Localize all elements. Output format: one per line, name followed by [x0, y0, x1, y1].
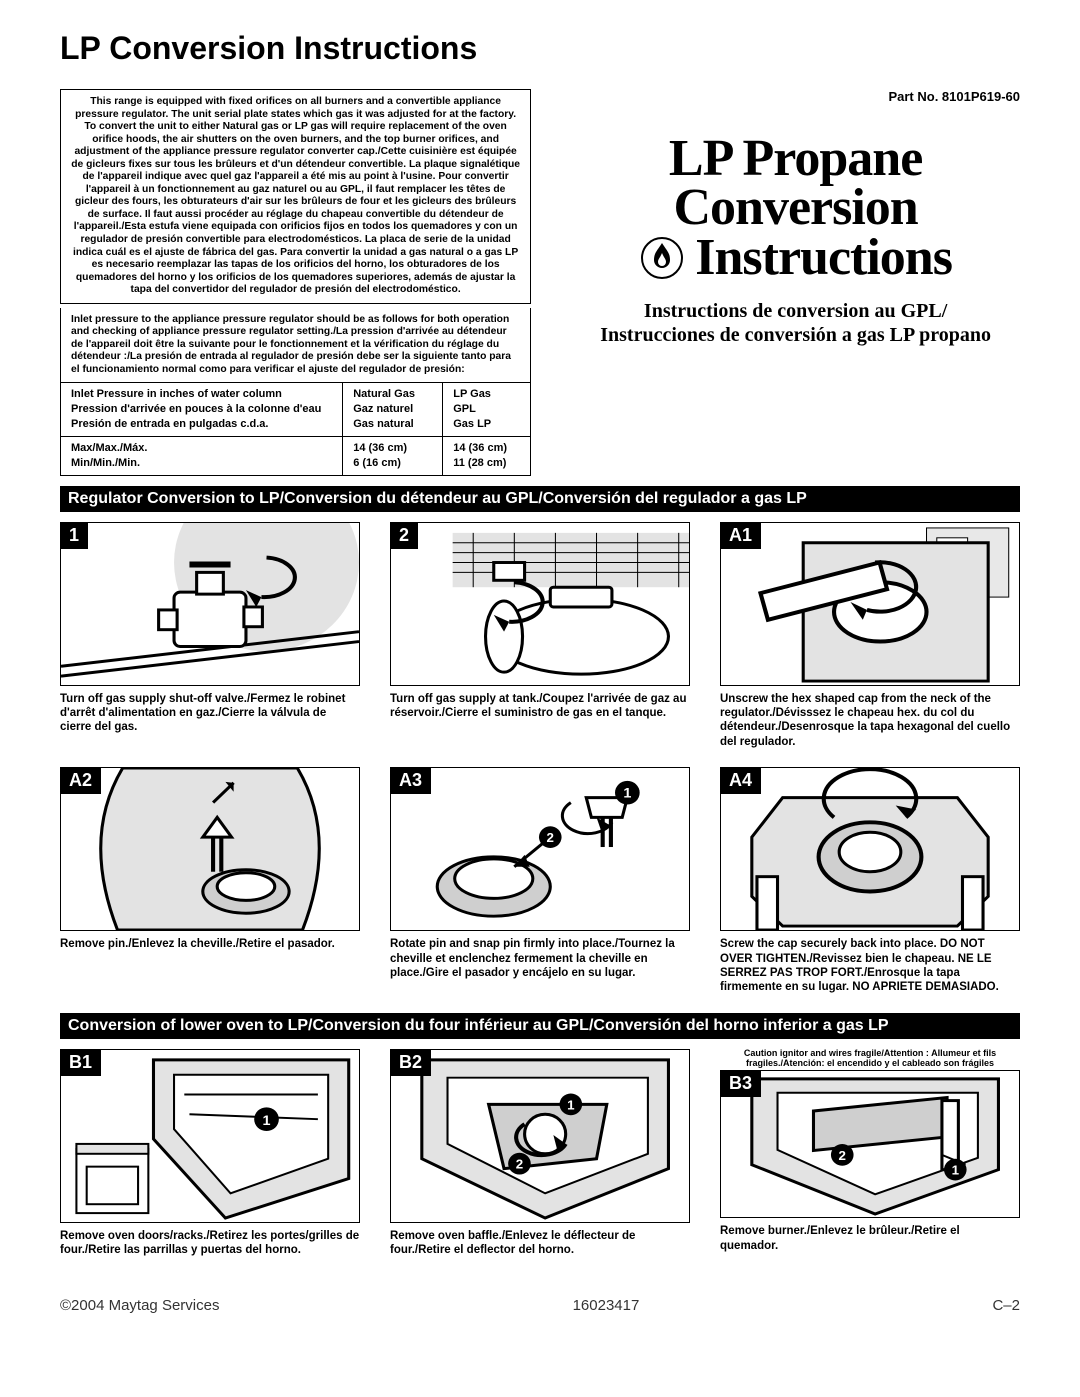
svg-text:2: 2: [839, 1149, 846, 1164]
section-bar-1: Regulator Conversion to LP/Conversion du…: [60, 486, 1020, 512]
step-a4-caption: Screw the cap securely back into place. …: [720, 937, 1020, 995]
pt-r2-c: 14 (36 cm) 11 (28 cm): [443, 437, 531, 476]
step-a3: A3 1 2 Rotate pin and snap pin firmly in…: [390, 767, 690, 995]
certification-icon: [639, 235, 685, 289]
step-a3-diagram: A3 1 2: [390, 767, 690, 931]
svg-text:1: 1: [952, 1163, 959, 1178]
step-b1-diagram: B1 1: [60, 1049, 360, 1223]
pt-r1-b: Natural Gas Gaz naturel Gas natural: [343, 383, 443, 436]
pt-r2-b: 14 (36 cm) 6 (16 cm): [343, 437, 443, 476]
left-column: This range is equipped with fixed orific…: [60, 89, 531, 476]
step-b1: B1 1 Remove oven doors/racks./Retirez le…: [60, 1049, 360, 1258]
pt-r1-c: LP Gas GPL Gas LP: [443, 383, 531, 436]
step-a4: A4 Screw the cap securely back into plac…: [720, 767, 1020, 995]
step-a4-label: A4: [720, 767, 761, 794]
footer-right: C–2: [992, 1297, 1020, 1314]
step-a2: A2 Remove pin./Enlevez la cheville./Reti…: [60, 767, 360, 995]
pt-r1-a: Inlet Pressure in inches of water column…: [61, 383, 343, 436]
step-a1-caption: Unscrew the hex shaped cap from the neck…: [720, 692, 1020, 750]
step-a2-diagram: A2: [60, 767, 360, 931]
hero-line-2: Conversion: [571, 183, 1020, 232]
warning-box: This range is equipped with fixed orific…: [60, 89, 531, 304]
step-row-1: 1 Turn off gas supply shut-off valve./Fe…: [60, 522, 1020, 750]
footer-left: ©2004 Maytag Services: [60, 1297, 219, 1314]
step-b3-caption: Remove burner./Enlevez le brûleur./Retir…: [720, 1224, 1020, 1253]
step-a2-caption: Remove pin./Enlevez la cheville./Retire …: [60, 937, 360, 951]
step-b2-caption: Remove oven baffle./Enlevez le déflecteu…: [390, 1229, 690, 1258]
step-b2: B2 1 2 Remove oven baffle./Enlevez le dé…: [390, 1049, 690, 1258]
step-a1: A1 Unscrew the hex shaped cap from the n…: [720, 522, 1020, 750]
step-a3-caption: Rotate pin and snap pin firmly into plac…: [390, 937, 690, 980]
step-1: 1 Turn off gas supply shut-off valve./Fe…: [60, 522, 360, 750]
step-2-diagram: 2: [390, 522, 690, 686]
step-b2-label: B2: [390, 1049, 431, 1076]
step-b3: Caution ignitor and wires fragile/Attent…: [720, 1049, 1020, 1258]
step-2-label: 2: [390, 522, 418, 549]
pressure-table: Inlet Pressure in inches of water column…: [60, 383, 531, 475]
step-row-3: B1 1 Remove oven doors/racks./Retirez le…: [60, 1049, 1020, 1258]
step-b2-diagram: B2 1 2: [390, 1049, 690, 1223]
svg-text:1: 1: [623, 785, 631, 801]
hero-line-3-text: Instructions: [695, 229, 952, 286]
step-a1-label: A1: [720, 522, 761, 549]
step-2: 2 Tur: [390, 522, 690, 750]
step-b3-diagram: B3 2 1: [720, 1070, 1020, 1218]
step-b3-label: B3: [720, 1070, 761, 1097]
step-a1-diagram: A1: [720, 522, 1020, 686]
page-footer: ©2004 Maytag Services 16023417 C–2: [60, 1297, 1020, 1314]
step-1-caption: Turn off gas supply shut-off valve./Ferm…: [60, 692, 360, 735]
step-row-2: A2 Remove pin./Enlevez la cheville./Reti…: [60, 767, 1020, 995]
top-row: This range is equipped with fixed orific…: [60, 89, 1020, 476]
hero-line-3: Instructions: [571, 233, 1020, 289]
step-a3-label: A3: [390, 767, 431, 794]
step-b1-caption: Remove oven doors/racks./Retirez les por…: [60, 1229, 360, 1258]
step-1-diagram: 1: [60, 522, 360, 686]
step-1-label: 1: [60, 522, 88, 549]
hero-line-1: LP Propane: [571, 134, 1020, 183]
svg-text:1: 1: [567, 1097, 574, 1112]
svg-text:1: 1: [263, 1112, 271, 1128]
inlet-box: Inlet pressure to the appliance pressure…: [60, 308, 531, 384]
step-b3-caution: Caution ignitor and wires fragile/Attent…: [720, 1049, 1020, 1069]
svg-text:2: 2: [547, 831, 554, 846]
right-column: Part No. 8101P619-60 LP Propane Conversi…: [571, 89, 1020, 476]
hero-subtitle: Instructions de conversion au GPL/ Instr…: [571, 299, 1020, 347]
step-2-caption: Turn off gas supply at tank./Coupez l'ar…: [390, 692, 690, 721]
pt-r2-a: Max/Max./Máx. Min/Min./Min.: [61, 437, 343, 476]
step-a4-diagram: A4: [720, 767, 1020, 931]
step-a2-label: A2: [60, 767, 101, 794]
page-title: LP Conversion Instructions: [60, 30, 1020, 67]
svg-text:2: 2: [516, 1157, 523, 1172]
hero-title: LP Propane Conversion Instructions: [571, 134, 1020, 289]
section-bar-2: Conversion of lower oven to LP/Conversio…: [60, 1013, 1020, 1039]
part-number: Part No. 8101P619-60: [571, 89, 1020, 104]
footer-center: 16023417: [573, 1297, 640, 1314]
step-b1-label: B1: [60, 1049, 101, 1076]
